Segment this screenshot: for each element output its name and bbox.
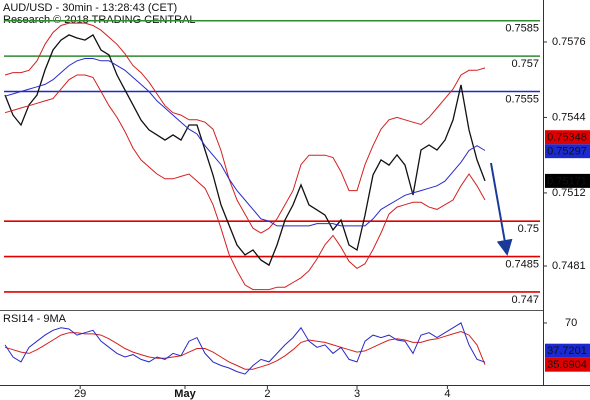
level-label: 0.747: [511, 294, 539, 306]
y-tick-label: 0.7576: [552, 36, 586, 48]
plot-layer: 0.7576 0.7544 0.7512 0.7481 29 May 2 3 4 0.7585 0.…: [4, 19, 590, 400]
price-marker-box: [545, 343, 590, 358]
x-tick-label: 3: [354, 388, 360, 400]
price-marker: 0.75297: [545, 144, 590, 159]
price-marker-box: [545, 144, 590, 159]
price-marker: 37.7201: [545, 343, 590, 358]
rsi-title: RSI14 - 9MA: [3, 313, 67, 325]
y-tick-label: 0.7512: [552, 187, 586, 199]
y-tick-label: 0.7544: [552, 111, 586, 123]
price-marker-label: 37.7201: [547, 345, 587, 357]
level-label: 0.7485: [505, 258, 539, 270]
series-line: [4, 74, 486, 291]
level-label: 0.7585: [505, 23, 539, 35]
price-marker-label: 35.6904: [547, 359, 587, 371]
y-tick-label: 70: [565, 317, 577, 329]
series-line: [4, 330, 486, 370]
series-line: [4, 322, 486, 375]
price-marker: 0.75348: [545, 130, 590, 145]
level-label: 0.7555: [505, 93, 539, 105]
level-label: 0.757: [511, 58, 539, 70]
series-line: [4, 33, 486, 267]
series-line: [4, 58, 486, 227]
x-tick-label: 4: [444, 388, 450, 400]
price-marker: 0.75171: [545, 173, 590, 188]
price-marker-box: [545, 130, 590, 145]
x-tick-label: May: [174, 388, 196, 400]
price-marker-label: 0.75171: [547, 175, 587, 187]
x-tick-label: 2: [264, 388, 270, 400]
forecast-arrow: [490, 162, 513, 256]
price-marker-box: [545, 173, 590, 188]
chart-subtitle: Research © 2018 TRADING CENTRAL: [3, 14, 196, 26]
chart-title: AUD/USD - 30min - 13:28:43 (CET): [3, 2, 177, 14]
price-marker-label: 0.75348: [547, 132, 587, 144]
series-line: [4, 22, 486, 234]
x-tick-label: 29: [74, 388, 86, 400]
price-marker-label: 0.75297: [547, 146, 587, 158]
price-marker: 35.6904: [545, 357, 590, 372]
y-tick-label: 0.7481: [552, 260, 586, 272]
level-label: 0.75: [518, 223, 539, 235]
price-marker-box: [545, 357, 590, 372]
